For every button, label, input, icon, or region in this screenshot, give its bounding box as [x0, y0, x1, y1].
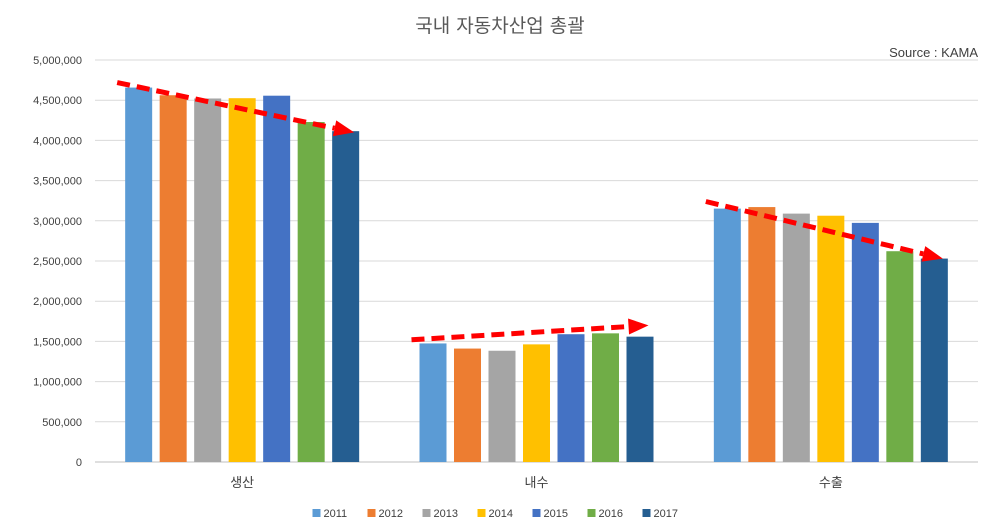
legend-swatch [642, 509, 651, 517]
trend-arrow-line-1 [411, 324, 629, 343]
bar-2013-2 [782, 213, 810, 462]
legend: 2011 2012 2013 2014 2015 2016 2017 [312, 508, 678, 520]
bar-2017-0 [332, 131, 360, 462]
y-axis-ticks: 0 500,000 1,000,000 1,500,000 2,000,000 2,500… [33, 55, 82, 469]
x-axis-categories: 생산 내수 수출 [230, 476, 843, 491]
chart-title: 국내 자동차산업 총괄 [415, 15, 584, 37]
legend-swatch [587, 509, 596, 517]
source-label: Source : KAMA [889, 45, 978, 60]
legend-swatch [477, 509, 486, 517]
y-tick-label: 3,500,000 [33, 176, 82, 188]
bar-2015-0 [263, 95, 291, 463]
bar-2017-1 [626, 336, 654, 462]
trend-arrow-line-0 [116, 80, 336, 131]
legend-swatch [367, 509, 376, 517]
y-tick-label: 2,500,000 [33, 256, 82, 268]
y-tick-label: 5,000,000 [33, 55, 82, 67]
legend-swatch [422, 509, 431, 517]
y-tick-label: 4,500,000 [33, 95, 82, 107]
bar-2014-1 [523, 344, 550, 462]
trend-arrow-head-0 [332, 120, 355, 137]
trend-arrow-line-2 [705, 199, 924, 257]
bar-2013-0 [194, 98, 222, 462]
y-tick-label: 1,000,000 [33, 377, 82, 389]
bar-2014-0 [228, 98, 256, 462]
trend-arrow-head-1 [628, 318, 649, 335]
legend-swatch [312, 509, 321, 517]
bar-2011-2 [713, 208, 741, 462]
trend-arrow-head-2 [921, 246, 943, 262]
bar-2015-2 [851, 222, 879, 462]
legend-label: 2015 [544, 508, 568, 520]
bar-2013-1 [488, 350, 516, 462]
y-tick-label: 2,000,000 [33, 296, 82, 308]
legend-swatch [532, 509, 541, 517]
bar-2016-2 [886, 251, 914, 462]
bar-2012-2 [748, 207, 776, 462]
bar-2012-1 [454, 348, 481, 462]
bar-2012-0 [159, 95, 187, 463]
bar-2016-0 [297, 122, 325, 462]
y-tick-label: 1,500,000 [33, 336, 82, 348]
x-category-label: 수출 [819, 476, 843, 491]
bar-2011-0 [125, 87, 153, 462]
y-tick-label: 4,000,000 [33, 135, 82, 147]
y-tick-label: 3,000,000 [33, 216, 82, 228]
x-category-label: 내수 [525, 476, 549, 491]
y-tick-label: 500,000 [42, 417, 82, 429]
trend-arrows [116, 80, 943, 343]
bars [125, 87, 948, 463]
legend-label: 2014 [489, 508, 513, 520]
legend-label: 2013 [434, 508, 458, 520]
legend-label: 2012 [379, 508, 403, 520]
bar-2014-2 [817, 215, 845, 462]
x-category-label: 생산 [230, 476, 254, 491]
y-tick-label: 0 [76, 457, 82, 469]
bar-2016-1 [592, 333, 619, 462]
legend-label: 2016 [599, 508, 623, 520]
bar-2017-2 [920, 258, 948, 462]
legend-label: 2017 [654, 508, 678, 520]
bar-2015-1 [557, 334, 585, 462]
legend-label: 2011 [324, 508, 348, 520]
bar-2011-1 [419, 343, 447, 462]
